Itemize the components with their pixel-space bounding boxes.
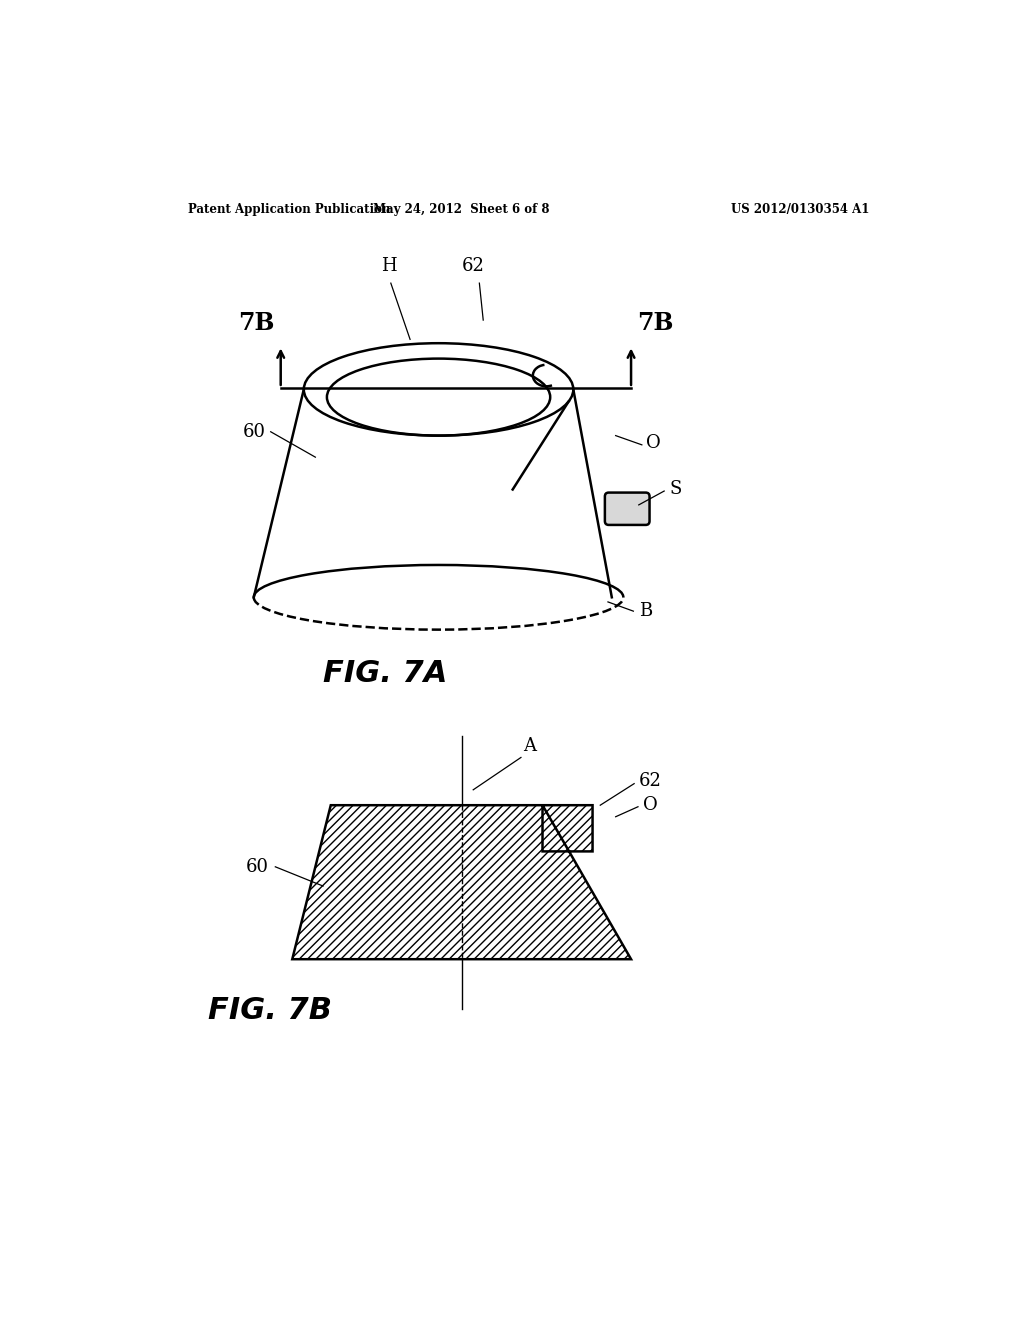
Text: 60: 60 <box>243 422 265 441</box>
Text: 62: 62 <box>639 772 662 789</box>
Text: FIG. 7B: FIG. 7B <box>208 997 332 1026</box>
Text: 60: 60 <box>246 858 269 875</box>
Text: May 24, 2012  Sheet 6 of 8: May 24, 2012 Sheet 6 of 8 <box>374 203 550 216</box>
Text: 62: 62 <box>462 257 484 276</box>
Text: 7B: 7B <box>239 312 274 335</box>
Text: 7B: 7B <box>637 312 674 335</box>
Text: A: A <box>523 737 537 755</box>
Text: O: O <box>643 796 657 814</box>
Text: H: H <box>381 257 396 276</box>
Text: Patent Application Publication: Patent Application Publication <box>188 203 391 216</box>
FancyBboxPatch shape <box>605 492 649 525</box>
Text: O: O <box>646 434 662 453</box>
Text: S: S <box>670 480 682 499</box>
Text: FIG. 7A: FIG. 7A <box>323 659 447 688</box>
Text: US 2012/0130354 A1: US 2012/0130354 A1 <box>731 203 869 216</box>
Text: B: B <box>639 602 652 620</box>
Polygon shape <box>292 805 631 960</box>
